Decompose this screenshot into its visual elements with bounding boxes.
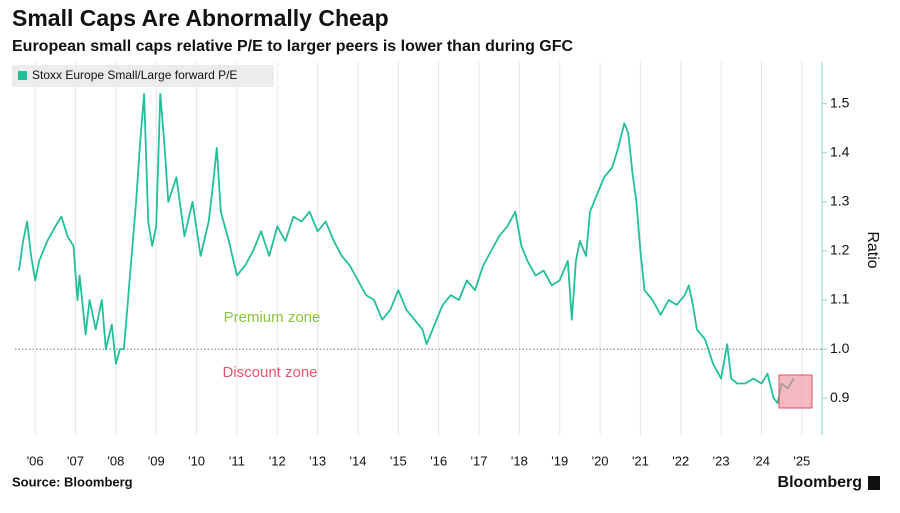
x-tick-label: '09 [148, 453, 165, 468]
series-line [18, 93, 795, 404]
x-tick-label: '24 [753, 453, 770, 468]
legend-box [12, 65, 274, 87]
x-tick-label: '10 [188, 453, 205, 468]
x-tick-label: '15 [390, 453, 407, 468]
x-tick-label: '12 [269, 453, 286, 468]
x-tick-label: '22 [672, 453, 689, 468]
source: Source: Bloomberg [12, 474, 133, 489]
x-tick-label: '06 [27, 453, 44, 468]
annotation: Premium zone [224, 309, 321, 326]
chart-title: Small Caps Are Abnormally Cheap [12, 5, 389, 31]
y-tick-label: 1.4 [830, 143, 850, 159]
x-tick-label: '14 [349, 453, 366, 468]
x-tick-label: '18 [511, 453, 528, 468]
x-tick-label: '21 [632, 453, 649, 468]
x-tick-label: '20 [592, 453, 609, 468]
x-tick-label: '17 [471, 453, 488, 468]
x-tick-label: '07 [67, 453, 84, 468]
annotation: Discount zone [222, 364, 317, 381]
y-tick-label: 1.3 [830, 193, 850, 209]
brand: Bloomberg [778, 474, 862, 491]
plot-area: '06 '07 '08 '09 '10 '11 '12 '13 '14 '15 '16 '17 '18 '… [15, 62, 850, 468]
legend-label: Stoxx Europe Small/Large forward P/E [32, 68, 237, 82]
x-tick-label: '11 [229, 453, 245, 468]
y-tick-label: 1.5 [830, 94, 850, 110]
y-axis-label: Ratio [864, 231, 881, 268]
y-tick-label: 1.1 [830, 291, 850, 307]
x-tick-label: '08 [107, 453, 124, 468]
highlight-box [778, 374, 813, 409]
x-tick-label: '16 [430, 453, 447, 468]
x-tick-label: '19 [551, 453, 568, 468]
legend-swatch [18, 71, 27, 80]
y-tick-label: 1.2 [830, 242, 850, 258]
y-tick-label: 0.9 [830, 389, 850, 405]
brand-icon [868, 476, 880, 490]
x-tick-label: '13 [309, 453, 326, 468]
chart-subtitle: European small caps relative P/E to larg… [12, 38, 574, 55]
x-tick-label: '25 [793, 453, 810, 468]
x-tick-label: '23 [713, 453, 730, 468]
y-tick-label: 1.0 [830, 340, 850, 356]
